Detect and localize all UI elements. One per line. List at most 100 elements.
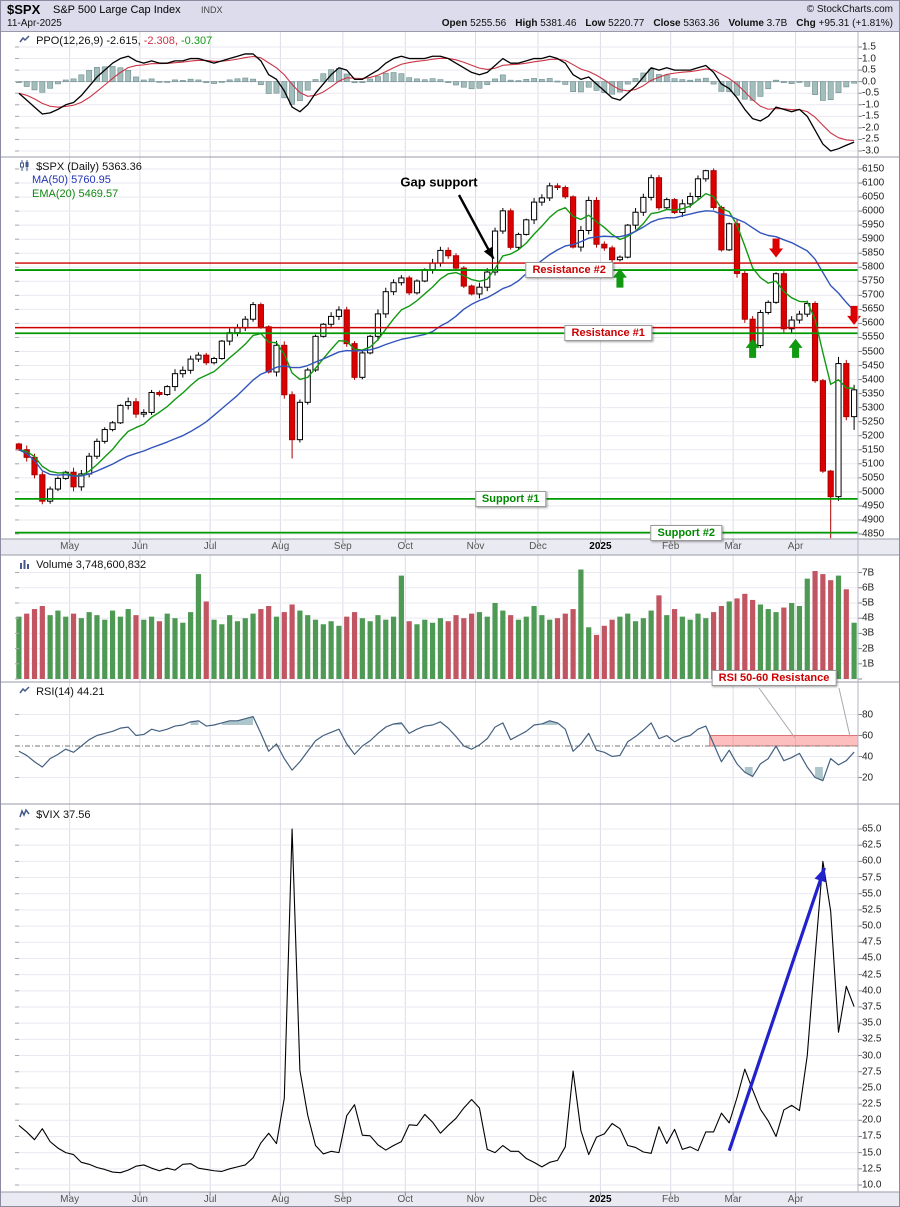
x-axis-month-label: Jul [203,1194,217,1205]
symbol: $SPX [7,2,41,17]
y-axis-tick: 5200 [862,430,885,442]
x-axis-month-label: Sep [333,1194,352,1205]
x-axis-month-label: Dec [529,541,547,552]
y-axis-tick: 37.5 [862,1001,882,1013]
green-up-arrow [612,268,627,288]
bar-chart-icon [20,560,29,569]
y-axis-tick: 5700 [862,289,885,301]
y-axis-tick: -1.0 [862,99,880,111]
line-chart-icon [19,686,30,694]
quote-date: 11-Apr-2025 [7,18,62,29]
x-axis-month-label: Aug [271,541,290,552]
y-axis-tick: 1B [862,658,875,670]
price-level-label: Support #1 [474,490,547,507]
ppo-layer [16,53,857,152]
ppo-signal-value: -2.308, [143,35,178,47]
quote-value: 3.7B [763,18,788,29]
x-axis-month-label: Jul [203,541,217,552]
x-axis-month-label: 2025 [589,541,612,552]
y-axis-tick: 17.5 [862,1130,882,1142]
x-axis-month-label: Mar [724,541,742,552]
green-up-arrow [788,338,803,358]
y-axis-tick: 1.0 [862,53,876,65]
y-axis-tick: 42.5 [862,969,882,981]
vix-legend-label: $VIX 37.56 [36,809,91,821]
x-axis-month-label: Apr [787,1194,804,1205]
quote-label: Volume [728,18,764,29]
y-axis-tick: 30.0 [862,1050,882,1062]
y-axis-tick: 5800 [862,261,885,273]
volume-legend-label: Volume 3,748,600,832 [36,559,147,571]
y-axis-tick: 6B [862,582,875,594]
ppo-value: -2.615, [106,35,141,47]
y-axis-tick: 62.5 [862,839,882,851]
x-axis-month-label: Feb [662,541,680,552]
y-axis-tick: 57.5 [862,872,882,884]
y-axis-tick: 40 [862,751,874,762]
x-axis-month-label: Sep [333,541,352,552]
volume-layer [16,569,857,679]
y-axis-tick: 12.5 [862,1163,882,1175]
y-axis-tick: 15.0 [862,1147,882,1159]
y-axis-tick: 5500 [862,346,885,357]
price-level-label: Support #2 [650,524,722,541]
y-axis-tick: 40.0 [862,985,882,997]
y-axis-tick: 5550 [862,331,885,343]
red-down-arrow [847,305,862,325]
rsi-layer [15,715,859,782]
y-axis-tick: 5900 [862,233,885,245]
y-axis-tick: 32.5 [862,1033,882,1045]
quote-value: 5381.46 [537,18,577,29]
ppo-legend-name: PPO(12,26,9) [36,35,104,47]
y-axis-tick: 0.0 [862,76,876,88]
x-axis-month-label: Nov [466,541,485,552]
line-chart-icon [19,808,30,818]
x-axis-month-label: Oct [397,1194,414,1205]
y-axis-tick: 25.0 [862,1082,882,1094]
candlestick-chart-icon [20,160,29,171]
y-axis-tick: 45.0 [862,952,882,964]
y-axis-tick: 5850 [862,247,885,259]
price-layer [15,168,858,539]
y-axis-tick: 0.5 [862,64,876,76]
y-axis-tick: 6000 [862,205,885,217]
y-axis-tick: 5050 [862,472,885,484]
rsi-legend: RSI(14) 44.21 [19,685,105,698]
y-axis-tick: 5950 [862,219,885,231]
y-axis-tick: -1.5 [862,110,880,122]
y-axis-tick: 5350 [862,388,885,400]
green-up-arrow [745,338,760,358]
y-axis-tick: 47.5 [862,936,882,948]
quote-value: 5255.56 [467,18,507,29]
y-axis-tick: 4950 [862,500,885,512]
vix-legend: $VIX 37.56 [19,808,91,821]
x-axis-month-label: Jun [131,1194,148,1205]
y-axis-tick: 5600 [862,317,885,329]
rsi-resistance-label: RSI 50-60 Resistance [711,670,837,686]
ppo-legend: PPO(12,26,9) -2.615, -2.308, -0.307 [19,34,212,47]
y-axis-tick: 6100 [862,177,885,189]
quote-label: Open [441,18,468,29]
ppo-hist-value: -0.307 [181,35,213,47]
x-axis-month-label: Jun [131,541,148,552]
quote-strip: Open 5255.56 High 5381.46 Low 5220.77 Close… [433,18,893,29]
chart-header: $SPX S&P 500 Large Cap Index INDX © Stoc… [1,1,899,32]
ma50-legend: MA(50) 5760.95 [32,174,111,186]
y-axis-tick: 5250 [862,416,885,428]
frame-layer [1,30,899,1196]
y-axis-tick: 5750 [862,275,885,287]
y-axis-tick: -2.5 [862,133,880,145]
y-axis-tick: -2.0 [862,122,880,134]
quote-value: 5220.77 [605,18,645,29]
symbol-name: S&P 500 Large Cap Index [53,4,181,16]
x-axis-month-label: Apr [787,541,804,552]
y-axis-tick: 5450 [862,360,885,372]
y-axis-tick: 55.0 [862,888,882,900]
quote-value: 5363.36 [680,18,720,29]
y-axis-tick: 27.5 [862,1066,882,1078]
x-axis-month-label: May [60,1194,80,1205]
y-axis-tick: 5650 [862,303,885,315]
x-axis-month-label: Feb [662,1194,680,1205]
y-axis-tick: 50.0 [862,920,882,932]
